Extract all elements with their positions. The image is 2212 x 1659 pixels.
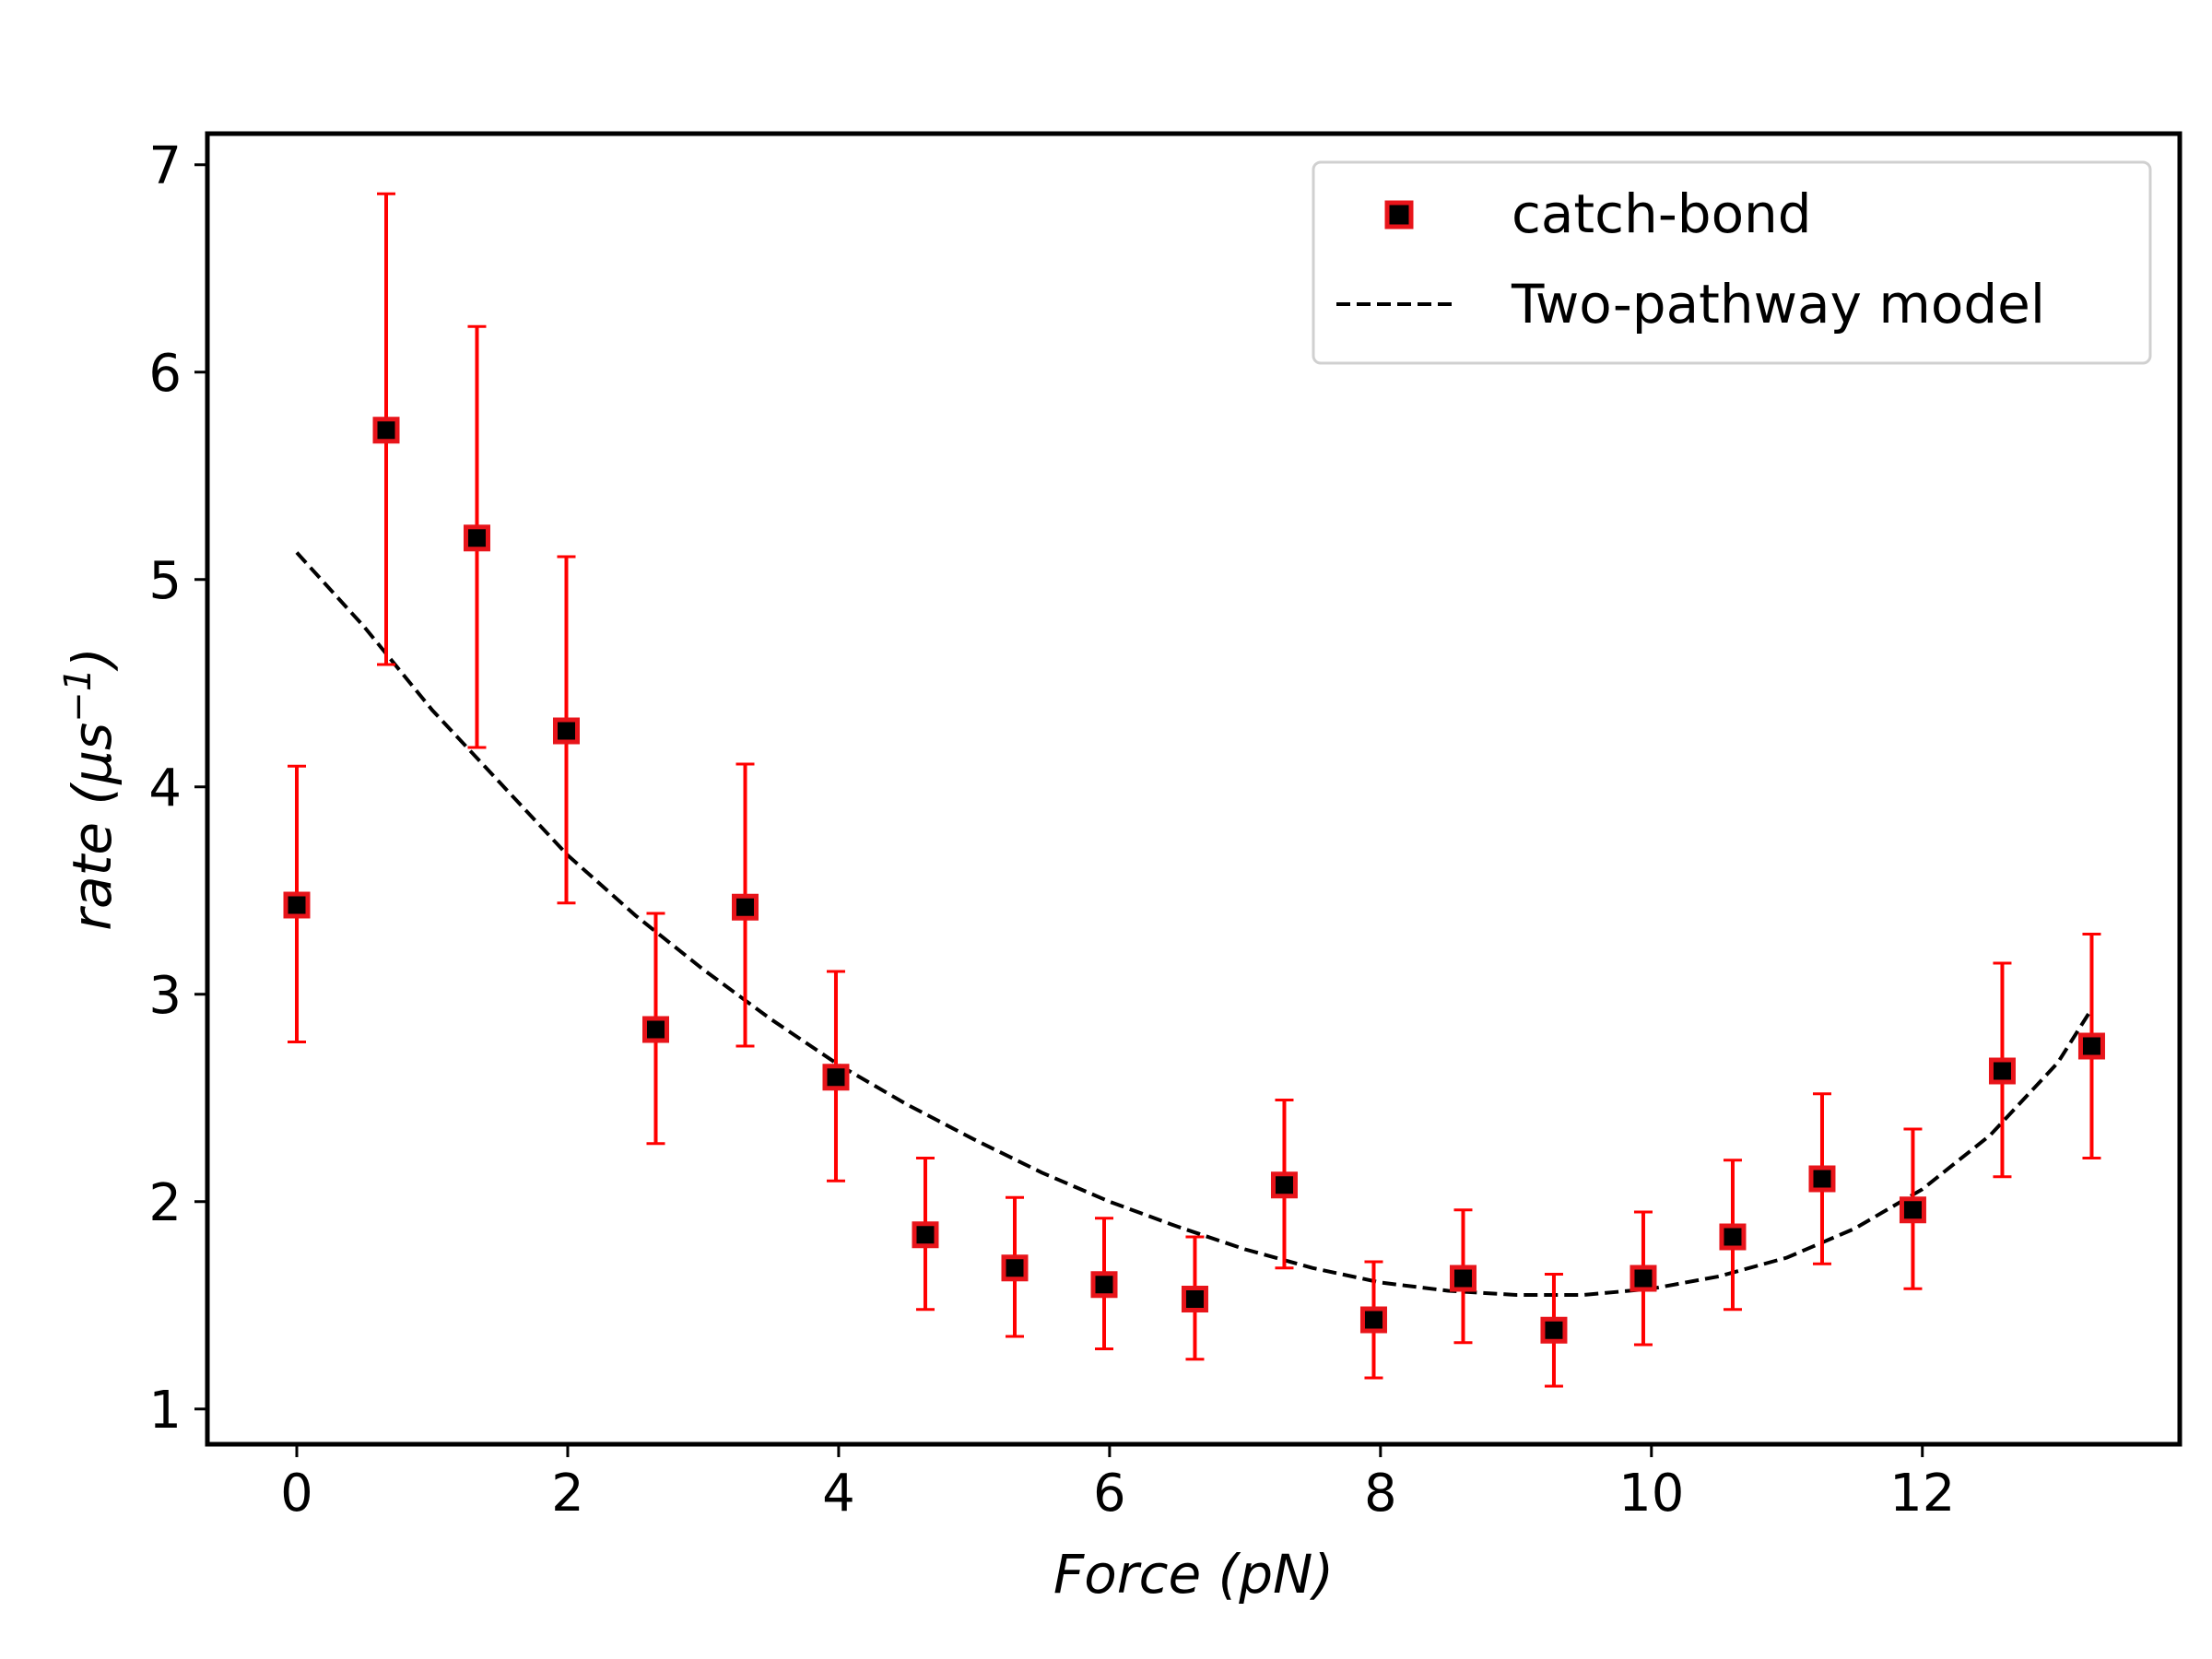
data-point: [1270, 1099, 1298, 1270]
data-point: [1181, 1235, 1208, 1361]
marker-square: [463, 524, 490, 552]
y-axis: 1 2 3 4 5 6 7: [148, 136, 207, 1441]
y-axis-label-superscript: −1: [57, 668, 100, 723]
marker-square: [641, 1016, 669, 1043]
marker-square: [1359, 1306, 1387, 1334]
plot-frame: [205, 131, 2183, 1447]
marker-square: [732, 893, 759, 921]
y-axis-label-close: ): [61, 647, 124, 672]
legend-label-two-pathway: Two-pathway model: [1511, 273, 2045, 335]
x-tick-label: 2: [551, 1464, 584, 1524]
legend: catch-bond Two-pathway model: [1312, 160, 2152, 365]
plot-area: [283, 192, 2105, 1388]
x-tick-label: 8: [1364, 1464, 1397, 1524]
marker-square: [2077, 1032, 2105, 1060]
data-point: [1540, 1273, 1568, 1388]
data-point: [283, 764, 311, 1043]
data-point: [641, 912, 669, 1146]
data-point: [732, 762, 759, 1048]
y-axis-label: rate (μs−1): [57, 647, 124, 931]
data-point: [2077, 933, 2105, 1159]
x-tick-label: 4: [822, 1464, 855, 1524]
y-tick-label: 1: [148, 1381, 182, 1441]
data-point: [1719, 1159, 1747, 1312]
y-tick-label: 5: [148, 551, 182, 611]
marker-square: [552, 717, 580, 745]
data-point: [822, 970, 850, 1182]
marker-square: [1899, 1196, 1926, 1224]
legend-marker-catch-bond: [1384, 200, 1414, 229]
marker-square: [1540, 1316, 1568, 1344]
marker-square: [1808, 1165, 1836, 1193]
y-tick-label: 4: [148, 759, 182, 818]
data-point: [912, 1157, 939, 1312]
legend-box: [1312, 160, 2152, 365]
data-point: [1899, 1127, 1926, 1290]
marker-square: [1001, 1254, 1029, 1282]
x-tick-label: 0: [280, 1464, 313, 1524]
model-curve: [295, 551, 2094, 1297]
x-tick-label: 12: [1889, 1464, 1955, 1524]
y-tick-label: 7: [148, 136, 182, 196]
y-axis-label-main: rate (μs: [61, 723, 124, 931]
data-point: [1988, 961, 2016, 1179]
marker-square: [1270, 1171, 1298, 1199]
marker-square: [1719, 1223, 1747, 1251]
data-point: [1001, 1195, 1029, 1338]
y-tick-label: 2: [148, 1173, 182, 1233]
marker-square: [1449, 1265, 1477, 1292]
marker-square: [822, 1064, 850, 1091]
x-tick-label: 6: [1093, 1464, 1126, 1524]
legend-label-catch-bond: catch-bond: [1512, 182, 1812, 245]
data-point: [1449, 1208, 1477, 1345]
marker-square: [1988, 1057, 2016, 1085]
x-tick-label: 10: [1618, 1464, 1684, 1524]
marker-square: [372, 417, 400, 444]
data-point: [372, 192, 400, 666]
marker-square: [283, 891, 311, 919]
data-point: [1630, 1210, 1657, 1347]
data-point: [1808, 1092, 1836, 1265]
marker-square: [1090, 1271, 1118, 1299]
data-point: [1359, 1260, 1387, 1380]
marker-square: [1630, 1265, 1657, 1292]
data-point: [1090, 1217, 1118, 1350]
marker-square: [912, 1221, 939, 1249]
x-axis-label: Force (pN): [1053, 1543, 1334, 1606]
y-tick-label: 3: [148, 966, 182, 1026]
marker-square: [1181, 1286, 1208, 1312]
data-point: [463, 324, 490, 749]
data-point: [552, 555, 580, 905]
y-tick-label: 6: [148, 344, 182, 404]
